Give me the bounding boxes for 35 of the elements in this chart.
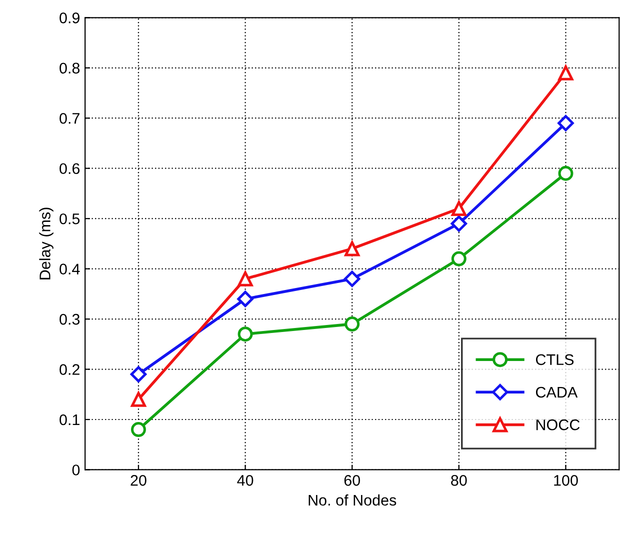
point <box>558 166 574 181</box>
y-tick-label: 0.2 <box>60 364 80 375</box>
point <box>344 316 360 332</box>
y-axis-title: Delay (ms) <box>39 208 54 280</box>
y-tick-label: 0.5 <box>60 213 80 224</box>
point <box>558 115 574 132</box>
x-tick-label: 60 <box>344 474 360 486</box>
x-tick-label: 100 <box>554 474 578 486</box>
legend-label: CADA <box>536 386 578 398</box>
point <box>451 201 466 216</box>
y-tick-label: 0 <box>72 464 80 476</box>
point <box>237 290 254 308</box>
point <box>344 270 360 287</box>
y-tick-label: 0.6 <box>60 163 80 174</box>
point <box>344 241 360 256</box>
y-tick-label: 0.7 <box>60 112 80 124</box>
x-tick-label: 20 <box>130 474 146 486</box>
y-tick-label: 0.9 <box>60 12 80 24</box>
point <box>130 392 146 407</box>
point <box>130 422 146 438</box>
y-tick-label: 0.3 <box>60 314 80 325</box>
x-tick-label: 40 <box>237 474 254 486</box>
point <box>238 271 253 286</box>
legend-label: CTLS <box>536 354 574 366</box>
x-tick-label: 80 <box>451 474 467 486</box>
legend-label: NOCC <box>536 419 580 430</box>
y-tick-label: 0.8 <box>60 62 80 74</box>
point <box>558 65 574 80</box>
point <box>130 366 147 382</box>
point <box>238 326 253 342</box>
y-tick-label: 0.4 <box>60 264 80 274</box>
point <box>451 251 466 266</box>
x-axis-title: No. of Nodes <box>308 494 396 506</box>
y-tick-label: 0.1 <box>60 414 80 426</box>
point <box>450 215 468 232</box>
